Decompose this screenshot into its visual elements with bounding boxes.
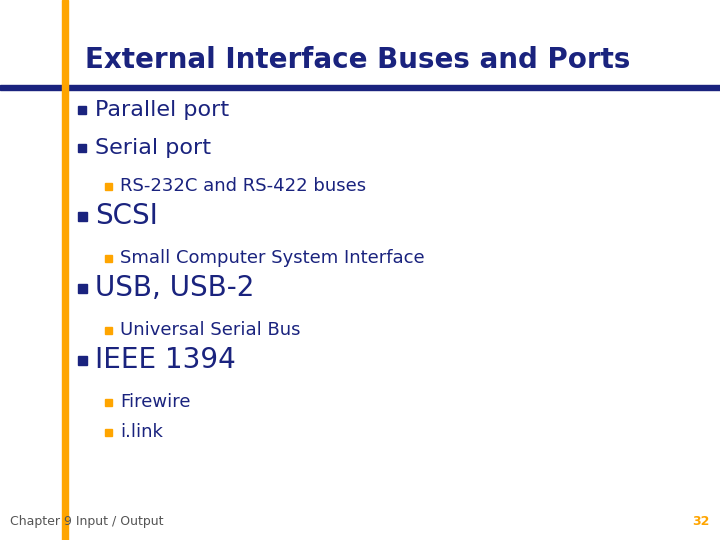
Bar (105, 327, 112, 334)
Text: Small Computer System Interface: Small Computer System Interface (120, 249, 425, 267)
Bar (78, 212, 87, 220)
Text: 32: 32 (693, 515, 710, 528)
Bar (78, 284, 87, 293)
Bar (78, 144, 86, 152)
Text: External Interface Buses and Ports: External Interface Buses and Ports (85, 46, 631, 74)
Text: Serial port: Serial port (95, 138, 211, 158)
Bar (78, 355, 87, 364)
Bar (105, 429, 112, 435)
Bar (105, 399, 112, 406)
Bar (105, 183, 112, 190)
Text: i.link: i.link (120, 423, 163, 441)
Bar (62, 0, 68, 540)
Text: Universal Serial Bus: Universal Serial Bus (120, 321, 300, 339)
Text: Firewire: Firewire (120, 393, 191, 411)
Text: RS-232C and RS-422 buses: RS-232C and RS-422 buses (120, 177, 366, 195)
Text: SCSI: SCSI (95, 202, 158, 230)
Text: Chapter 9 Input / Output: Chapter 9 Input / Output (10, 515, 163, 528)
Bar (105, 254, 112, 261)
Bar (0, 85, 720, 90)
Text: Parallel port: Parallel port (95, 100, 229, 120)
Text: USB, USB-2: USB, USB-2 (95, 274, 254, 302)
Bar (78, 106, 86, 114)
Text: IEEE 1394: IEEE 1394 (95, 346, 235, 374)
